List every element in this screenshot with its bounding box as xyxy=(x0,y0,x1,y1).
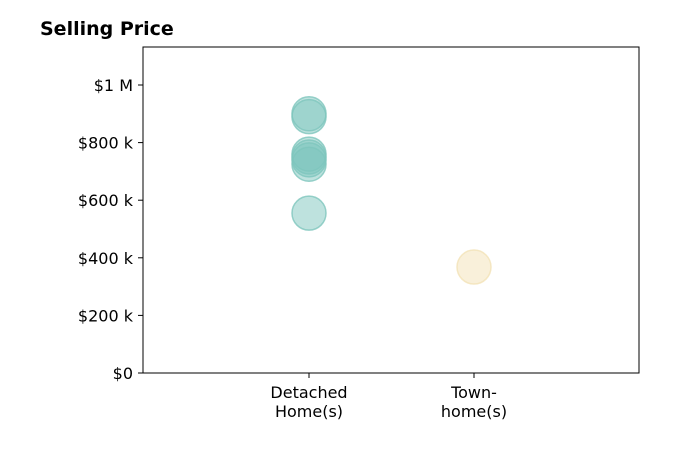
x-tick-label: Detached xyxy=(270,383,347,402)
y-tick-label: $200 k xyxy=(78,306,134,325)
plot-area: $0 $200 k $400 k $600 k $800 k $1 M DetachedHo… xyxy=(78,46,640,421)
y-tick-label: $800 k xyxy=(78,134,134,153)
y-tick-label: $600 k xyxy=(78,191,134,210)
x-tick-label: home(s) xyxy=(441,402,507,421)
data-point xyxy=(291,195,327,231)
x-tick-label: Town- xyxy=(450,383,497,402)
data-point xyxy=(291,146,327,182)
data-point xyxy=(291,98,327,135)
plot-frame xyxy=(142,46,640,374)
y-tick-label: $1 M xyxy=(94,76,133,95)
y-tick-label: $400 k xyxy=(78,249,134,268)
x-tick-label: Home(s) xyxy=(275,402,343,421)
data-point xyxy=(456,249,492,285)
y-tick-label: $0 xyxy=(113,364,133,383)
chart-title: Selling Price xyxy=(40,18,174,40)
